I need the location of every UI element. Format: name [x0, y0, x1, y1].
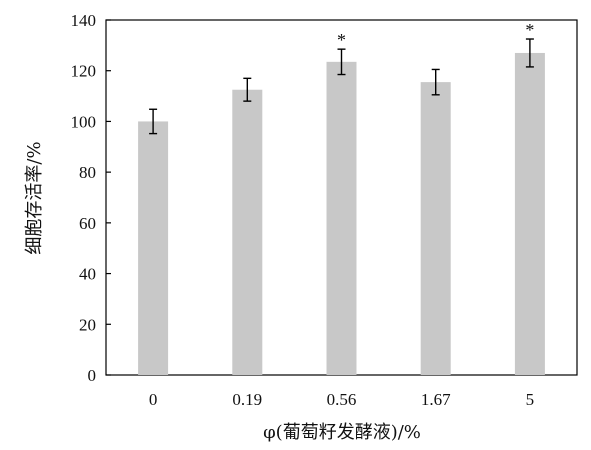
y-tick-label: 100	[71, 112, 97, 131]
y-tick-label: 120	[71, 62, 97, 81]
y-tick-label: 60	[79, 214, 96, 233]
x-tick-label: 1.67	[421, 390, 451, 409]
error-bar	[337, 48, 346, 76]
error-bar	[525, 38, 534, 68]
y-tick-label: 80	[79, 163, 96, 182]
x-axis-label: φ(葡萄籽发酵液)/%	[263, 422, 421, 443]
y-tick-label: 140	[71, 11, 97, 30]
bar	[232, 89, 263, 375]
x-axis-ticks: 0 0.19 0.56 1.67 5	[149, 390, 534, 409]
error-bar	[243, 77, 252, 102]
bar	[138, 121, 169, 375]
bars	[138, 52, 545, 375]
bar	[420, 82, 451, 375]
y-axis-ticks: 0 20 40 60 80 100 120 140	[71, 11, 111, 385]
bar	[326, 61, 357, 375]
x-tick-label: 0	[149, 390, 158, 409]
y-tick-label: 0	[88, 366, 97, 385]
y-axis-label: 细胞存活率/%	[24, 141, 45, 254]
error-bar	[149, 108, 158, 135]
significance-star: *	[337, 30, 346, 50]
y-tick-label: 40	[79, 265, 96, 284]
x-tick-label: 0.19	[232, 390, 262, 409]
significance-markers: **	[337, 20, 534, 50]
bar	[514, 52, 545, 375]
x-tick-label: 0.56	[327, 390, 357, 409]
significance-star: *	[525, 20, 534, 40]
error-bar	[431, 68, 440, 96]
error-bars	[149, 38, 534, 135]
y-tick-label: 20	[79, 315, 96, 334]
x-tick-label: 5	[526, 390, 535, 409]
